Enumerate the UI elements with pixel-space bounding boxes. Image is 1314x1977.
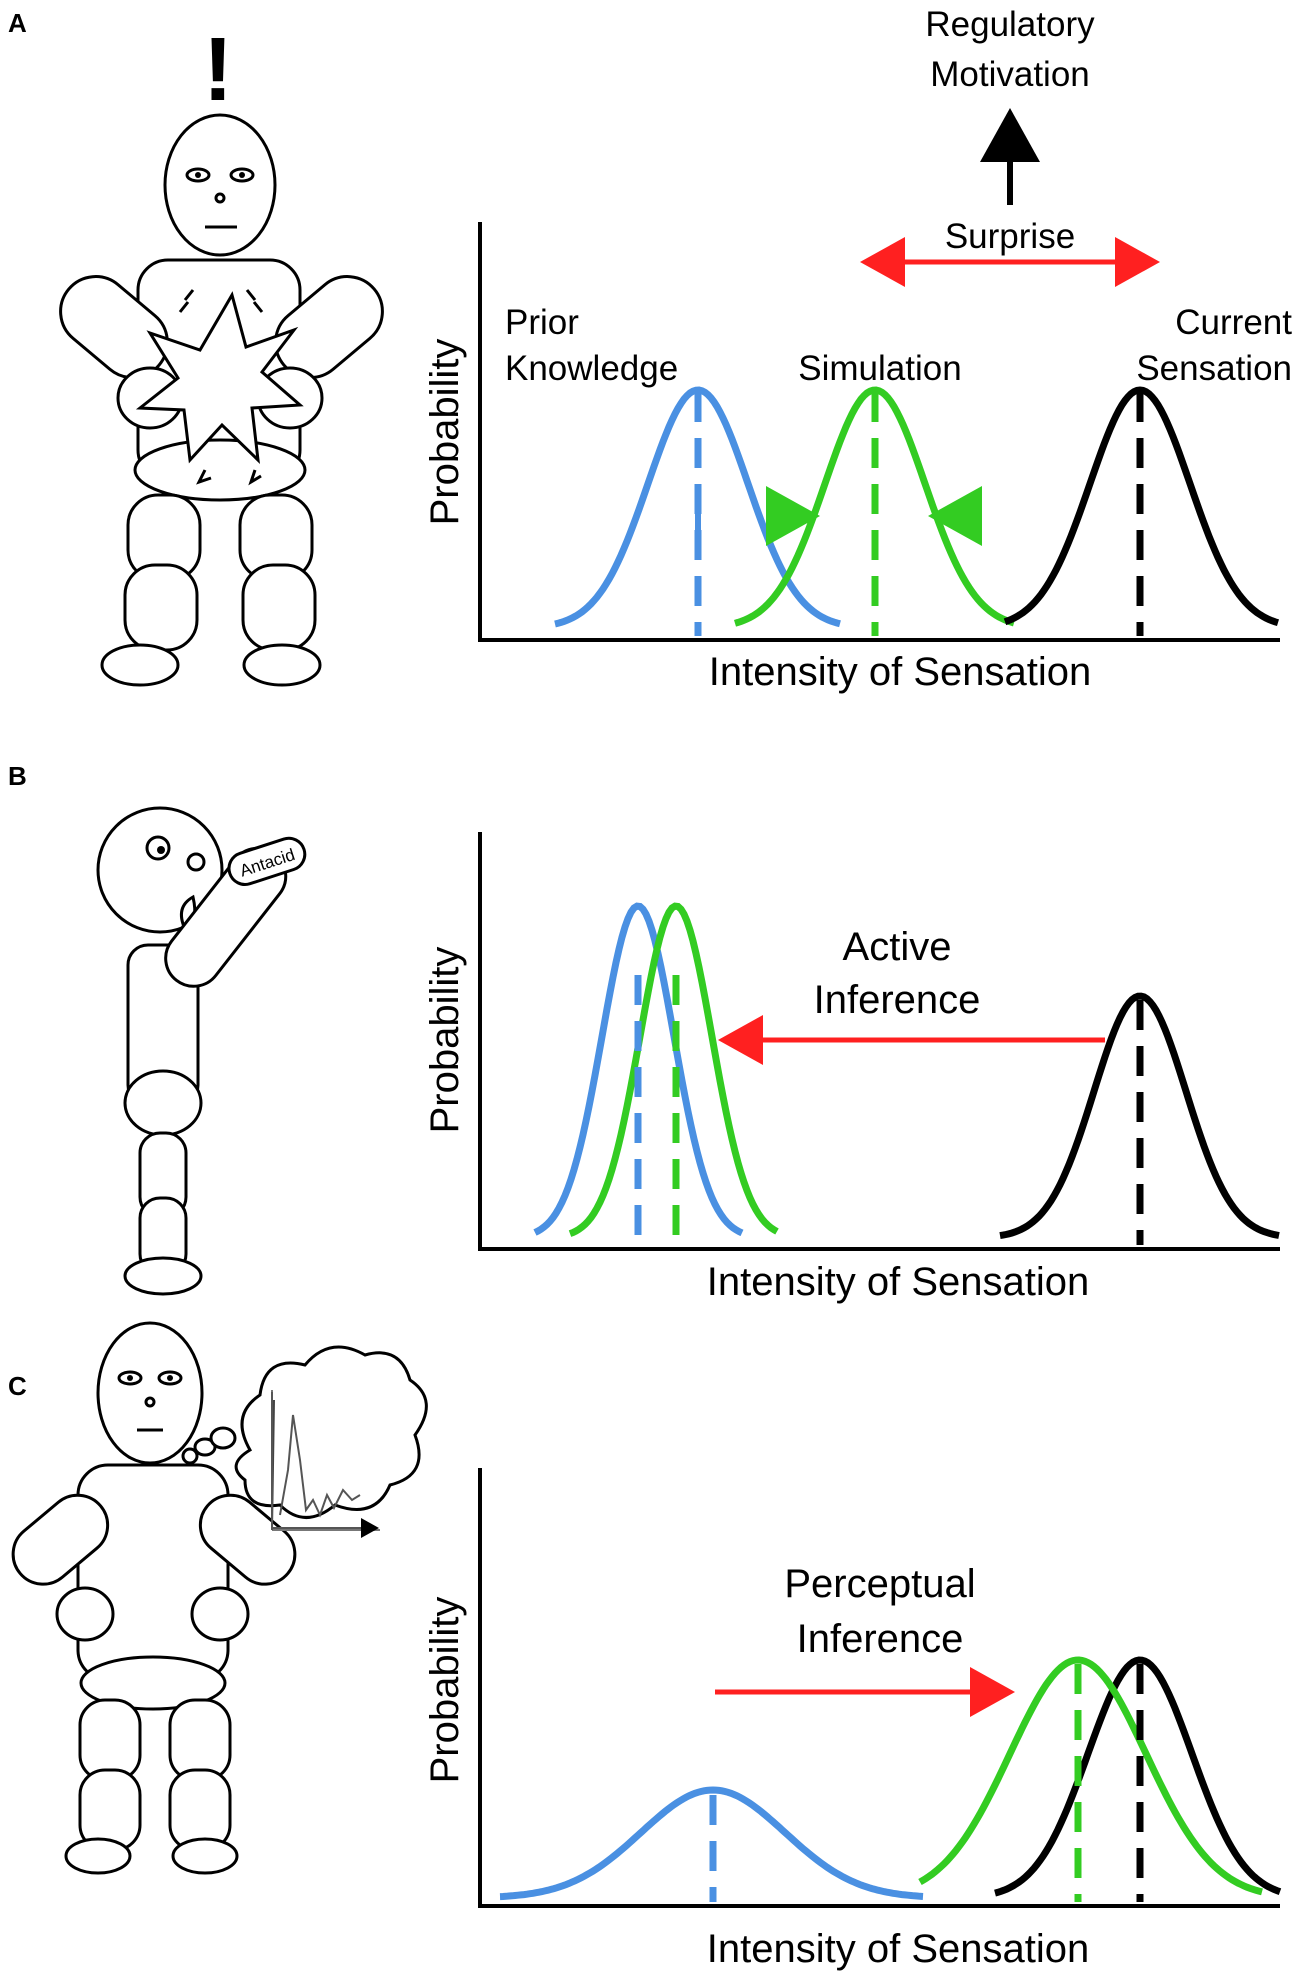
label-inference-line1: Perceptual [784,1562,975,1606]
curve-current-sensation [1003,386,1280,627]
antacid-pill-icon: Antacid [227,836,307,886]
panel-letter-b: B [8,761,27,791]
chart-c-xlabel: Intensity of Sensation [707,1927,1089,1971]
panel-letter-a: A [8,8,27,38]
chart-c: Intensity of Sensation Probability Perce… [423,1468,1282,1971]
chart-b-xlabel: Intensity of Sensation [707,1260,1089,1304]
label-regulatory-line1: Regulatory [925,5,1095,44]
label-inference-line1: Active [843,925,952,969]
curve-prior-knowledge [499,1786,924,1901]
thought-cloud-icon [181,1345,428,1538]
label-simulation: Simulation [798,349,961,388]
curve-current-sensation [999,992,1280,1240]
label-surprise: Surprise [945,217,1075,256]
chart-a-ylabel: Probability [423,339,467,526]
curve-simulation [568,902,779,1237]
curve-simulation [918,1656,1263,1896]
label-regulatory-line2: Motivation [930,55,1090,94]
chart-b-axes [478,832,1280,1251]
curve-simulation [733,386,1016,627]
curve-prior-knowledge [554,386,841,628]
stomach-pain-star-icon [135,291,304,465]
person-stomach-ache: ! [59,20,384,687]
label-inference-line2: Inference [814,978,981,1022]
chart-c-ylabel: Probability [423,1597,467,1784]
panel-letter-c: C [8,1371,27,1401]
chart-b: Intensity of Sensation Probability Activ… [423,832,1280,1304]
exclamation-icon: ! [203,20,233,120]
person-thinking [11,1321,297,1875]
person-taking-antacid: Antacid [96,806,307,1296]
chart-b-ylabel: Probability [423,947,467,1134]
label-prior-line2: Knowledge [505,349,678,388]
chart-a: Intensity of Sensation Probability Surpr… [423,5,1292,694]
chart-a-axes [478,222,1280,642]
chart-c-axes [478,1468,1280,1908]
label-current-line1: Current [1175,303,1292,342]
curve-current-sensation [994,1656,1282,1897]
label-inference-line2: Inference [797,1617,964,1661]
label-prior-line1: Prior [505,303,579,342]
label-current-line2: Sensation [1136,349,1292,388]
curve-prior-knowledge [533,902,744,1237]
chart-a-xlabel: Intensity of Sensation [709,650,1091,694]
